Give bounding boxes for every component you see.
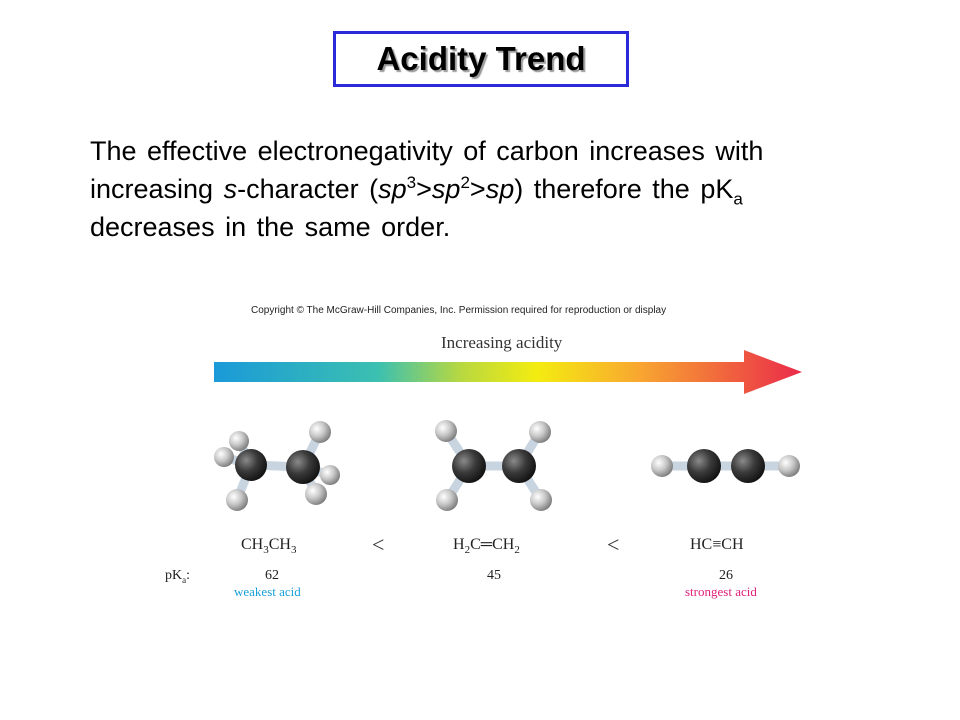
increasing-acidity-arrow: [214, 350, 802, 394]
pka-value-ethane: 62: [265, 568, 279, 583]
strongest-acid-note: strongest acid: [685, 584, 757, 599]
pka-label: pKa:: [165, 568, 191, 585]
copyright-notice: Copyright © The McGraw-Hill Companies, I…: [251, 305, 667, 316]
body-line-3: decreases in the same order.: [90, 212, 451, 242]
body-line-1: The effective electronegativity of carbo…: [90, 136, 764, 166]
formula-ethane: CH3CH3: [241, 536, 297, 557]
less-than-2: <: [607, 532, 620, 557]
body-paragraph: The effective electronegativity of carbo…: [90, 132, 890, 246]
pka-value-ethyne: 26: [719, 568, 733, 583]
slide-title: Acidity Trend: [376, 40, 586, 77]
ethane-atoms: [214, 421, 340, 511]
weakest-acid-note: weakest acid: [234, 584, 301, 599]
ethene-atoms: [435, 420, 552, 511]
title-box: Acidity Trend: [333, 31, 629, 87]
body-line-2: increasing s-character (sp3>sp2>sp) ther…: [90, 173, 743, 209]
formula-ethyne: HC≡CH: [690, 536, 744, 553]
arrow-label: Increasing acidity: [441, 333, 563, 352]
less-than-1: <: [372, 532, 385, 557]
ethyne-atoms: [651, 449, 800, 483]
pka-value-ethene: 45: [487, 568, 501, 583]
formula-ethene: H2C═CH2: [453, 536, 520, 557]
